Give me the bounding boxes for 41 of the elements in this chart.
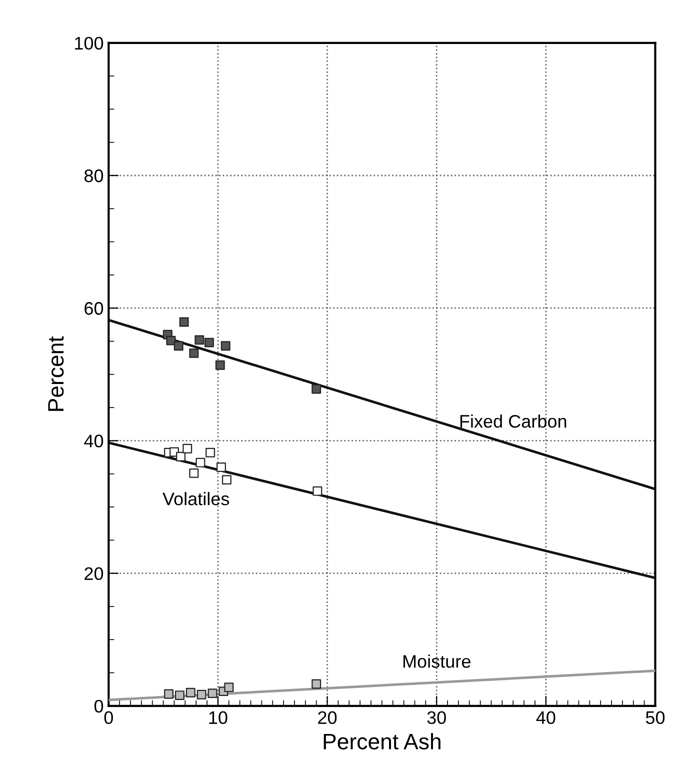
point: [224, 682, 234, 692]
point: [204, 338, 214, 348]
point: [196, 690, 206, 700]
point: [176, 452, 186, 462]
point: [194, 335, 204, 345]
x-tick-label: 20: [318, 711, 337, 724]
point: [196, 458, 206, 468]
point: [216, 462, 226, 472]
x-tick-label: 0: [104, 711, 113, 724]
x-tick-label: 40: [536, 711, 556, 724]
y-axis-title: Percent: [48, 336, 64, 411]
point: [189, 468, 199, 478]
x-tick-label: 10: [209, 711, 228, 724]
y-tick-label: 60: [84, 302, 104, 315]
point: [222, 475, 232, 485]
point: [179, 317, 189, 327]
point: [164, 689, 174, 699]
y-tick-label: 20: [84, 567, 104, 580]
point: [174, 690, 184, 700]
x-axis-title: Percent Ash: [324, 733, 440, 750]
point: [215, 360, 225, 370]
series-label: Volatiles: [162, 492, 230, 506]
y-tick-label: 80: [84, 169, 104, 182]
point: [182, 444, 192, 454]
point: [312, 486, 322, 496]
series-label: Fixed Carbon: [460, 414, 566, 428]
point: [220, 341, 230, 351]
point: [312, 679, 322, 689]
point: [206, 448, 216, 458]
x-tick-label: 50: [646, 711, 665, 724]
point: [208, 688, 218, 698]
x-tick-label: 30: [427, 711, 446, 724]
y-tick-label: 0: [94, 700, 104, 713]
point: [312, 384, 322, 394]
y-tick-label: 100: [75, 36, 104, 50]
point: [186, 688, 196, 698]
point: [174, 341, 184, 351]
point: [166, 336, 176, 346]
point: [189, 348, 199, 358]
series-label: Moisture: [403, 654, 470, 668]
y-tick-label: 40: [84, 434, 104, 448]
